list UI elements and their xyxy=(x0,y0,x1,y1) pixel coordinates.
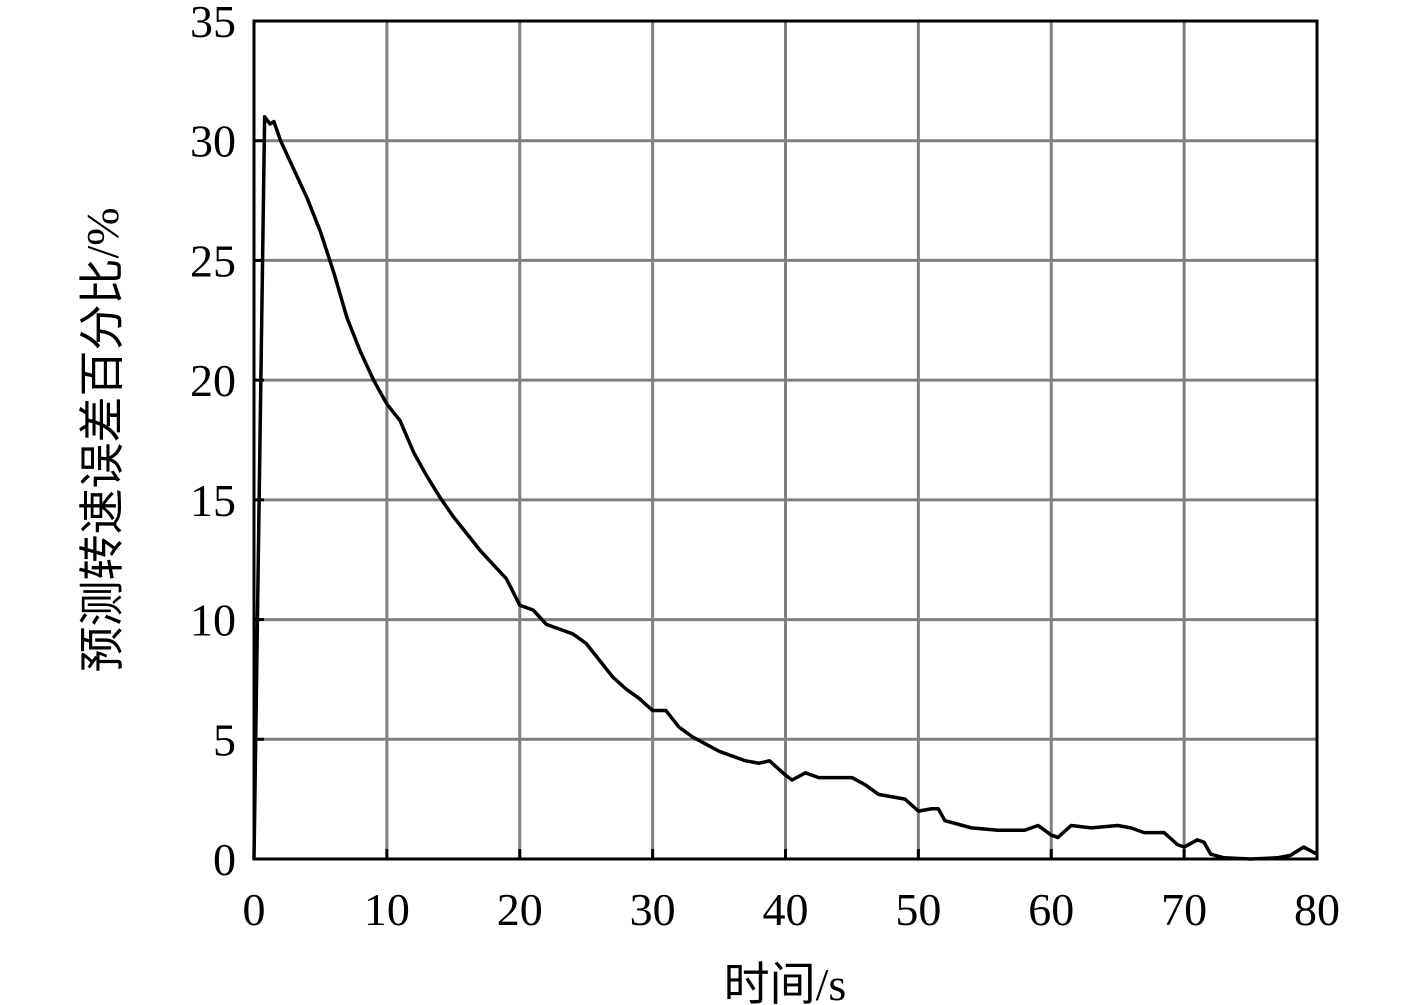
y-tick-label: 5 xyxy=(213,714,236,765)
x-tick-label: 60 xyxy=(1028,884,1074,935)
x-tick-label: 10 xyxy=(364,884,410,935)
x-tick-label: 50 xyxy=(895,884,941,935)
x-tick-label: 20 xyxy=(497,884,543,935)
y-axis-label: 预测转速误差百分比/% xyxy=(77,207,128,672)
y-tick-label: 20 xyxy=(190,355,236,406)
y-tick-label: 25 xyxy=(190,235,236,286)
y-tick-label: 35 xyxy=(190,0,236,47)
y-tick-label: 0 xyxy=(213,834,236,885)
x-tick-label: 80 xyxy=(1294,884,1340,935)
x-tick-label: 70 xyxy=(1161,884,1207,935)
x-tick-label: 40 xyxy=(763,884,809,935)
x-axis-label: 时间/s xyxy=(724,959,847,1005)
data-line xyxy=(252,115,1318,861)
x-tick-label: 0 xyxy=(243,884,266,935)
plot-frame xyxy=(252,19,1319,861)
y-tick-label: 15 xyxy=(190,475,236,526)
x-tick-label: 30 xyxy=(630,884,676,935)
y-tick-label: 30 xyxy=(190,116,236,167)
y-tick-label: 10 xyxy=(190,595,236,646)
